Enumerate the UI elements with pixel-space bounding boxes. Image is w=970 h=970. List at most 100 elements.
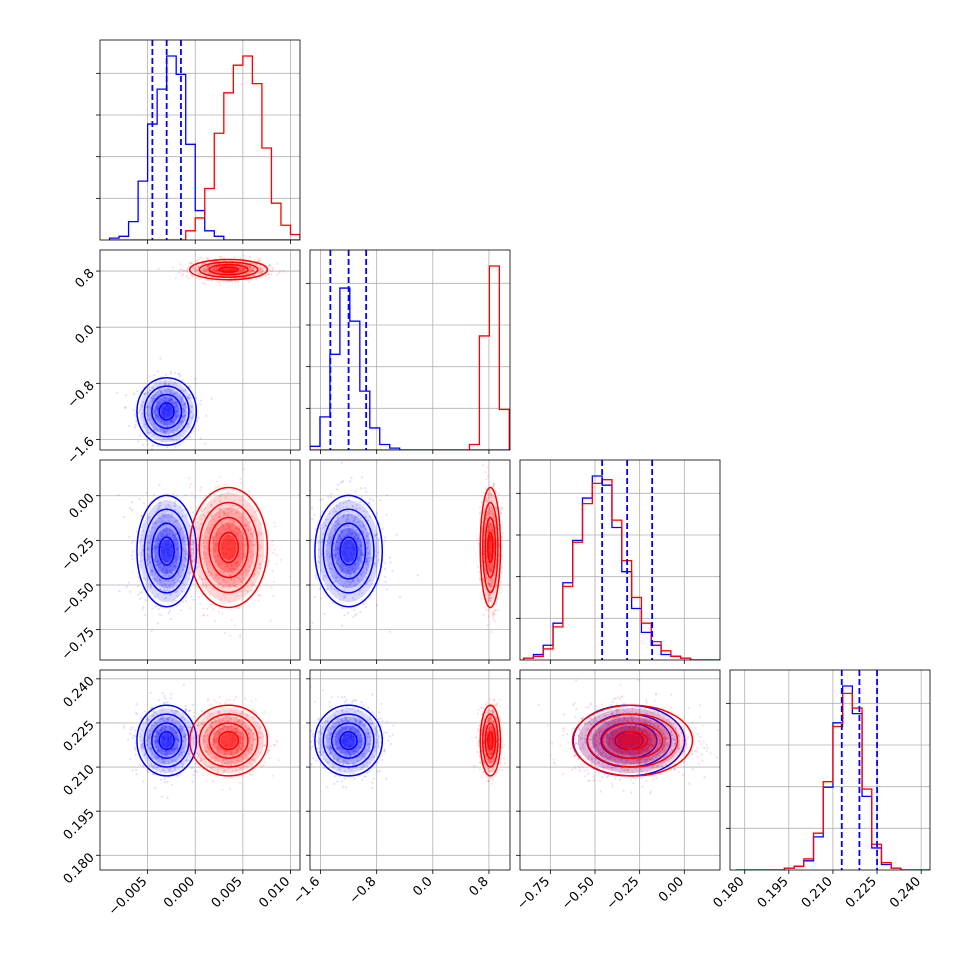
scatter-point: [239, 477, 242, 480]
scatter-point: [325, 576, 328, 579]
scatter-point: [159, 428, 162, 431]
scatter-point: [247, 558, 250, 562]
scatter-point: [353, 565, 357, 568]
scatter-point: [250, 556, 253, 559]
scatter-point: [190, 492, 193, 495]
scatter-point: [238, 583, 241, 586]
scatter-point: [163, 514, 166, 517]
scatter-point: [232, 567, 235, 571]
scatter-point: [375, 533, 378, 536]
scatter-point: [374, 562, 377, 565]
scatter-point: [174, 591, 177, 594]
scatter-point: [346, 560, 349, 563]
scatter-point: [239, 499, 242, 502]
scatter-point: [217, 511, 221, 515]
scatter-point: [192, 541, 195, 545]
scatter-point: [259, 532, 262, 536]
scatter-point: [171, 493, 174, 496]
scatter-point: [247, 570, 250, 573]
scatter-point: [191, 559, 194, 563]
scatter-point: [181, 538, 184, 541]
scatter-point: [307, 558, 309, 560]
scatter-point: [149, 407, 152, 410]
scatter-point: [164, 568, 167, 571]
scatter-point: [358, 507, 361, 510]
scatter-point: [215, 534, 219, 537]
scatter-point: [395, 533, 398, 536]
scatter-point: [206, 557, 209, 560]
scatter-point: [251, 575, 254, 578]
scatter-point: [188, 524, 191, 527]
scatter-point: [206, 614, 209, 617]
scatter-point: [365, 562, 368, 565]
scatter-point: [353, 551, 356, 555]
scatter-point: [152, 428, 156, 431]
scatter-point: [188, 393, 191, 396]
scatter-point: [356, 568, 359, 571]
scatter-point: [368, 579, 371, 583]
scatter-point: [385, 513, 388, 516]
scatter-point: [161, 558, 164, 561]
scatter-point: [226, 548, 229, 551]
scatter-point: [164, 543, 168, 547]
scatter-point: [190, 482, 193, 485]
scatter-point: [323, 521, 326, 525]
scatter-point: [345, 561, 348, 565]
scatter-point: [200, 710, 204, 713]
scatter-point: [259, 531, 262, 534]
scatter-point: [356, 558, 359, 561]
scatter-point: [228, 584, 231, 587]
scatter-point: [253, 543, 256, 546]
scatter-point: [139, 537, 142, 541]
scatter-point: [215, 269, 218, 272]
scatter-point: [191, 511, 194, 514]
scatter-point: [197, 265, 200, 269]
scatter-point: [237, 563, 240, 566]
scatter-point: [215, 268, 218, 272]
scatter-point: [203, 268, 206, 271]
scatter-point: [349, 480, 352, 483]
scatter-point: [156, 400, 159, 404]
scatter-point: [248, 267, 251, 270]
scatter-point: [133, 747, 136, 750]
scatter-point: [360, 552, 363, 556]
scatter-point: [207, 560, 210, 563]
scatter-point: [158, 388, 161, 391]
scatter-point: [159, 562, 162, 565]
scatter-point: [186, 556, 189, 560]
scatter-point: [208, 271, 211, 274]
scatter-point: [167, 433, 170, 436]
scatter-point: [154, 605, 157, 608]
scatter-point: [257, 599, 260, 602]
scatter-point: [228, 541, 231, 545]
scatter-point: [125, 394, 128, 397]
scatter-point: [155, 404, 159, 407]
scatter-point: [153, 559, 156, 563]
scatter-point: [188, 436, 192, 439]
scatter-point: [168, 437, 171, 440]
scatter-point: [357, 558, 360, 561]
scatter-point: [180, 590, 184, 593]
scatter-point: [194, 496, 197, 499]
scatter-point: [199, 272, 202, 275]
scatter-point: [166, 437, 169, 440]
scatter-point: [262, 267, 265, 270]
scatter-point: [352, 615, 355, 618]
scatter-point: [273, 521, 276, 524]
scatter-point: [260, 554, 263, 558]
scatter-point: [373, 562, 376, 565]
scatter-point: [166, 445, 169, 449]
scatter-point: [165, 526, 168, 530]
scatter-point: [209, 603, 212, 606]
scatter-point: [168, 546, 171, 550]
scatter-point: [154, 573, 157, 576]
scatter-point: [160, 392, 164, 395]
scatter-point: [340, 531, 343, 534]
scatter-point: [240, 580, 243, 584]
scatter-point: [190, 405, 193, 408]
scatter-point: [350, 533, 353, 536]
scatter-point: [148, 561, 151, 564]
scatter-point: [163, 396, 166, 399]
scatter-point: [176, 427, 179, 430]
scatter-point: [164, 396, 167, 399]
